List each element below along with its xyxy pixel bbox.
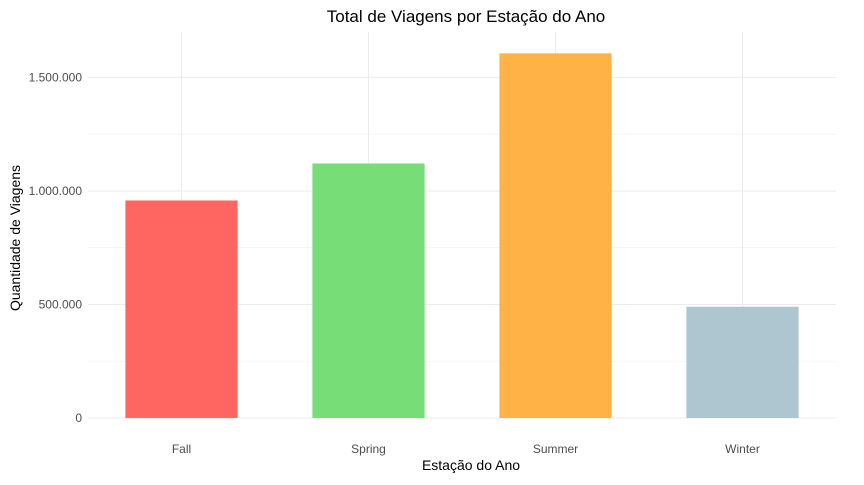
x-axis-ticks: Fall Spring Summer Winter (172, 442, 760, 456)
y-tick-label: 0 (75, 411, 82, 425)
y-tick-label: 1.500.000 (29, 70, 83, 84)
x-tick-label: Fall (172, 442, 191, 456)
bars (125, 53, 799, 418)
x-axis-title: Estação do Ano (422, 457, 520, 473)
y-tick-label: 500.000 (39, 297, 83, 311)
bar-summer (499, 53, 612, 418)
bar-spring (312, 163, 425, 418)
chart-title: Total de Viagens por Estação do Ano (327, 7, 606, 26)
y-tick-label: 1.000.000 (29, 184, 83, 198)
y-axis-ticks: 0 500.000 1.000.000 1.500.000 (29, 70, 83, 425)
y-axis-title: Quantidade de Viagens (7, 165, 23, 311)
x-tick-label: Spring (351, 442, 386, 456)
bar-winter (686, 306, 799, 418)
bar-fall (125, 200, 238, 418)
x-tick-label: Winter (725, 442, 760, 456)
x-tick-label: Summer (533, 442, 578, 456)
